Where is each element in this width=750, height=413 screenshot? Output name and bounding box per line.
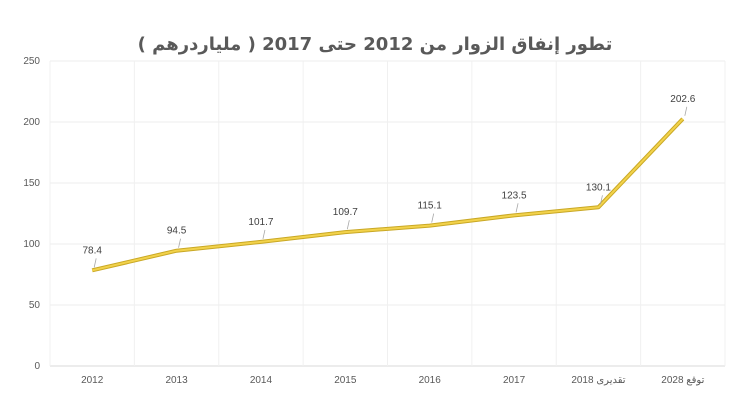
data-label: 123.5: [502, 190, 527, 201]
data-label: 109.7: [333, 207, 358, 218]
y-tick-label: 0: [34, 361, 40, 372]
data-label: 130.1: [586, 182, 611, 193]
y-tick-label: 250: [23, 56, 40, 67]
y-tick-label: 100: [23, 239, 40, 250]
data-label-leader: [684, 106, 688, 116]
data-label: 78.4: [82, 245, 102, 256]
chart-title: تطور إنفاق الزوار من 2012 حتى 2017 ( ملي…: [137, 34, 613, 55]
y-tick-label: 200: [23, 117, 40, 128]
data-label-leader: [431, 213, 435, 223]
data-label: 115.1: [418, 201, 443, 212]
data-label: 202.6: [670, 94, 695, 105]
data-label-leader: [93, 258, 97, 268]
x-tick-label: 2017: [503, 375, 526, 386]
data-label: 101.7: [248, 217, 273, 228]
x-tick-label: 2014: [250, 375, 273, 386]
data-label-leader: [178, 238, 181, 248]
data-label-leader: [600, 195, 603, 205]
x-tick-label: 2018 تقديرى: [571, 375, 625, 386]
x-tick-label: 2015: [334, 375, 357, 386]
data-label-leader: [515, 203, 519, 213]
data-label: 94.5: [167, 226, 187, 237]
x-tick-label: توقع 2028: [661, 375, 704, 386]
data-label-leader: [346, 220, 350, 230]
series-line: [91, 118, 684, 272]
x-tick-label: 2012: [81, 375, 104, 386]
y-tick-label: 150: [23, 178, 40, 189]
y-tick-label: 50: [29, 300, 41, 311]
x-tick-label: 2016: [419, 375, 442, 386]
data-label-leader: [262, 229, 266, 240]
x-tick-label: 2013: [165, 375, 188, 386]
